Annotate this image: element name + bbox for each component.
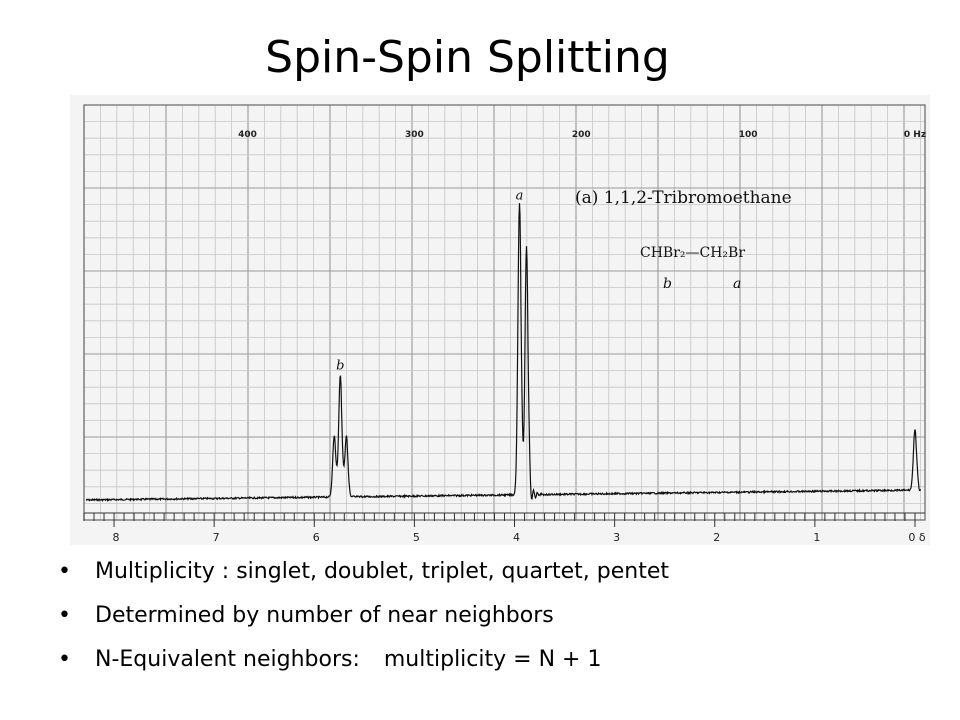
hz-tick-label: 300 [405, 130, 424, 140]
ppm-tick-label: 3 [613, 531, 620, 544]
ppm-axis: 8 7 6 5 4 3 2 1 0 δ [113, 531, 926, 544]
ppm-tick-label: 8 [113, 531, 120, 544]
ppm-tick-label: 6 [313, 531, 320, 544]
page-title: Spin-Spin Splitting [265, 32, 670, 83]
bullet-icon: • [58, 559, 71, 584]
hz-tick-label: 100 [739, 130, 758, 140]
chart-formula: CHBr₂—CH₂Br [640, 245, 745, 261]
bullet-text: Determined by number of near neighbors [95, 603, 554, 628]
bullet-item: • Multiplicity : singlet, doublet, tripl… [58, 553, 918, 597]
bullet-text-right: multiplicity = N + 1 [383, 647, 602, 672]
ppm-tick-label: 1 [813, 531, 820, 544]
hz-tick-label: 400 [238, 130, 257, 140]
chart-title: (a) 1,1,2-Tribromoethane [575, 188, 792, 208]
ppm-tick-label: 2 [713, 531, 720, 544]
bullet-item: • Determined by number of near neighbors [58, 597, 918, 641]
ppm-tick-label: 7 [213, 531, 220, 544]
bullet-item: • N-Equivalent neighbors: multiplicity = … [58, 641, 918, 685]
bullet-list: • Multiplicity : singlet, doublet, tripl… [58, 553, 918, 685]
ppm-tick-marks [83, 512, 925, 527]
bullet-text: Multiplicity : singlet, doublet, triplet… [95, 559, 669, 584]
bullet-icon: • [58, 647, 71, 672]
bullet-icon: • [58, 603, 71, 628]
chart-grid [83, 104, 926, 521]
ppm-tick-label: 0 δ [908, 531, 925, 544]
peak-label: a [516, 189, 524, 204]
bullet-text-left: N-Equivalent neighbors: [95, 647, 360, 672]
formula-label-a: a [733, 276, 741, 292]
formula-label-b: b [663, 276, 672, 292]
ppm-tick-label: 4 [513, 531, 520, 544]
ppm-tick-label: 5 [413, 531, 420, 544]
peak-labels: ba [336, 189, 523, 374]
hz-tick-label: 200 [572, 130, 591, 140]
hz-axis: 400 300 200 100 0 Hz [238, 130, 926, 140]
hz-tick-label: 0 Hz [904, 130, 926, 140]
spectrum-trace [85, 203, 922, 503]
peak-label: b [336, 359, 344, 374]
